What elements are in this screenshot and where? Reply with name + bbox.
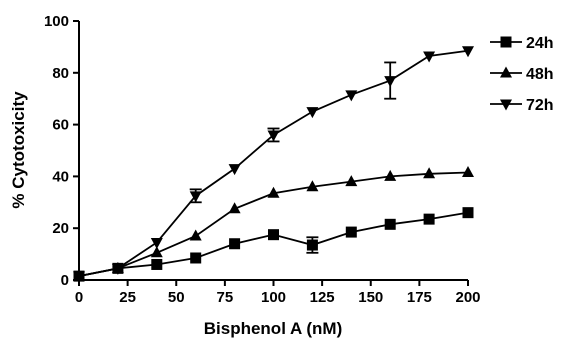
- legend-marker: [500, 99, 512, 111]
- series-72h: [73, 46, 474, 283]
- legend: 24h 48h 72h: [490, 35, 554, 114]
- legend-label: 48h: [526, 66, 554, 83]
- data-point: [462, 207, 474, 219]
- data-point: [384, 169, 397, 181]
- y-tick-label: 0: [61, 272, 69, 289]
- data-point: [189, 229, 202, 241]
- data-point: [267, 130, 280, 142]
- legend-label: 24h: [526, 35, 554, 52]
- x-tick-label: 50: [168, 289, 185, 306]
- series-layer: [73, 46, 474, 283]
- series-line: [78, 211, 469, 277]
- data-point: [423, 51, 436, 63]
- data-point: [228, 202, 241, 214]
- y-tick-label: 40: [52, 168, 69, 185]
- legend-label: 72h: [526, 97, 554, 114]
- data-point: [423, 213, 435, 225]
- series-line: [78, 49, 469, 277]
- data-point: [345, 175, 358, 187]
- x-tick-label: 0: [75, 289, 83, 306]
- data-point: [73, 271, 85, 283]
- data-point: [306, 239, 318, 251]
- data-point: [384, 218, 396, 230]
- tick-marks: [73, 20, 469, 286]
- data-point: [306, 180, 319, 192]
- data-point: [462, 166, 474, 178]
- series-48h: [73, 166, 474, 281]
- legend-marker: [500, 66, 512, 78]
- x-tick-label: 125: [310, 289, 335, 306]
- data-point: [228, 164, 241, 176]
- data-point: [189, 191, 202, 203]
- legend-item-24h: 24h: [490, 35, 554, 52]
- y-tick-label: 80: [52, 65, 69, 82]
- axes: [78, 21, 468, 281]
- y-tick-label: 100: [44, 13, 69, 30]
- data-point: [229, 238, 241, 250]
- x-axis-title: Bisphenol A (nM): [204, 319, 343, 338]
- data-point: [306, 107, 319, 119]
- data-point: [384, 76, 397, 88]
- x-tick-label: 100: [261, 289, 286, 306]
- legend-marker: [500, 36, 512, 48]
- data-point: [423, 167, 436, 179]
- data-point: [190, 252, 202, 264]
- x-tick-label: 75: [217, 289, 234, 306]
- data-point: [111, 263, 124, 275]
- series-24h: [73, 207, 474, 282]
- data-point: [150, 246, 163, 258]
- x-tick-label: 25: [119, 289, 136, 306]
- legend-item-72h: 72h: [490, 97, 554, 114]
- x-tick-label: 200: [455, 289, 480, 306]
- y-tick-label: 60: [52, 117, 69, 134]
- y-tick-label: 20: [52, 220, 69, 237]
- legend-item-48h: 48h: [490, 66, 554, 83]
- data-point: [268, 229, 279, 241]
- tick-labels: 0 25 50 75 100 125 150 175 200 0 20 40 60 80 100: [44, 13, 481, 306]
- x-tick-label: 175: [407, 289, 432, 306]
- data-point: [345, 90, 358, 102]
- data-point: [151, 258, 163, 270]
- data-point: [345, 226, 357, 238]
- data-point: [462, 46, 474, 58]
- data-point: [267, 186, 280, 198]
- data-point: [150, 237, 163, 249]
- y-axis-title: % Cytotoxicity: [9, 91, 28, 209]
- x-tick-label: 150: [358, 289, 383, 306]
